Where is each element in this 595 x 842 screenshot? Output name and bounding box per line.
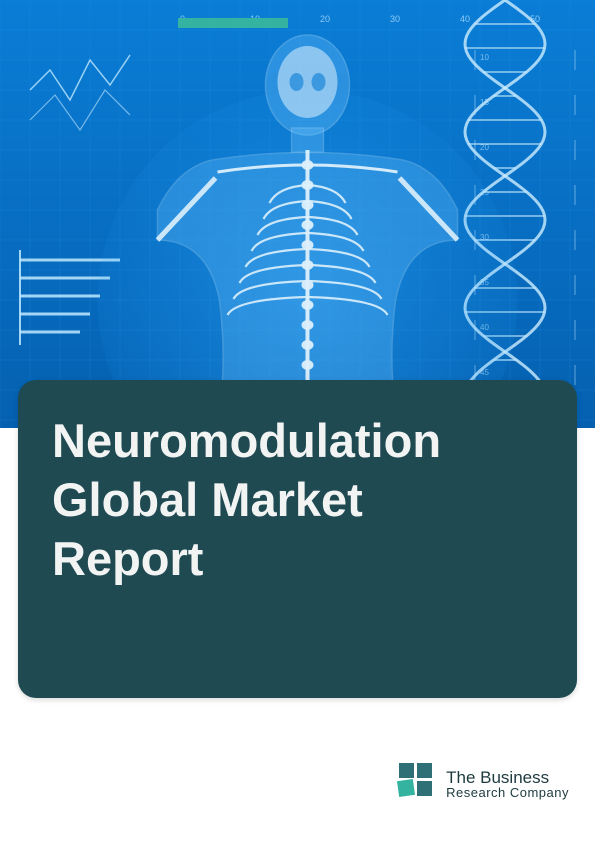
title-line-2: Global Market <box>52 473 363 526</box>
title-line-3: Report <box>52 532 203 585</box>
svg-text:40: 40 <box>460 14 470 24</box>
title-line-1: Neuromodulation <box>52 414 441 467</box>
logo-line-1: The Business <box>446 769 569 786</box>
report-title: Neuromodulation Global Market Report <box>52 412 543 588</box>
company-logo: The Business Research Company <box>396 761 569 806</box>
title-card: Neuromodulation Global Market Report <box>18 380 577 698</box>
logo-text: The Business Research Company <box>446 769 569 799</box>
svg-text:30: 30 <box>390 14 400 24</box>
svg-text:20: 20 <box>320 14 330 24</box>
svg-text:10: 10 <box>480 53 489 62</box>
logo-line-2: Research Company <box>446 786 569 799</box>
hero-illustration: 010203040501015202530354045 <box>0 0 595 428</box>
logo-mark-icon <box>396 761 436 806</box>
report-cover-page: 010203040501015202530354045 <box>0 0 595 842</box>
accent-bar <box>178 18 288 28</box>
